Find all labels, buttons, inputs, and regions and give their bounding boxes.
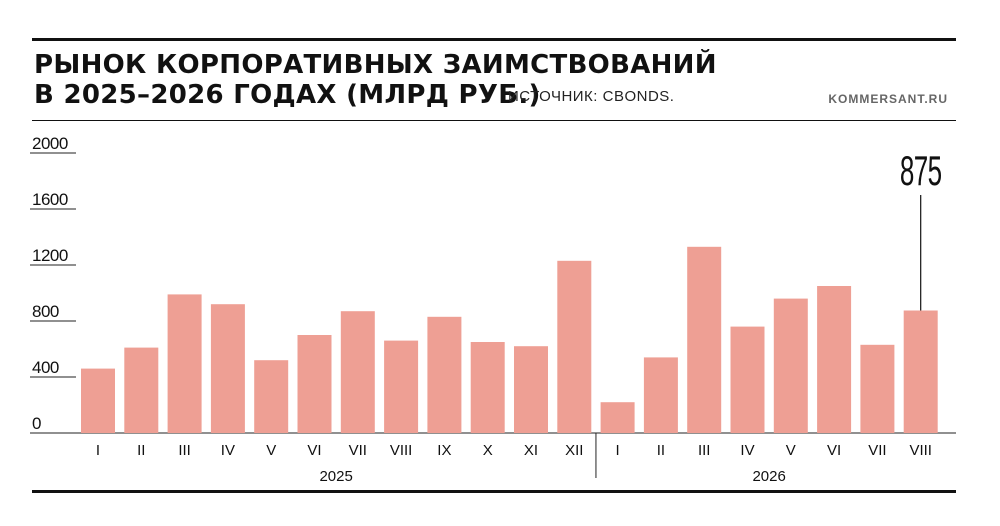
year-label: 2025 [319, 468, 352, 485]
y-tick-label: 1600 [32, 190, 68, 209]
y-tick-label: 800 [32, 302, 59, 321]
y-tick-label: 2000 [32, 134, 68, 153]
bar [514, 346, 548, 433]
y-tick-label: 0 [32, 414, 41, 433]
x-tick-label: VII [349, 442, 367, 459]
x-tick-label: XI [524, 442, 538, 459]
bar [860, 344, 895, 433]
x-tick-label: VIII [390, 442, 413, 459]
bar [600, 402, 635, 433]
bar [557, 260, 592, 433]
x-tick-label: VI [827, 442, 841, 459]
bottom-rule [32, 490, 956, 493]
bar [81, 368, 115, 433]
y-axis-labels: 0 400 800 1200 1600 2000 [32, 134, 68, 433]
y-tick-label: 400 [32, 358, 59, 377]
x-tick-label: V [786, 442, 796, 459]
bar [254, 360, 289, 433]
year-groups: 2025 2026 [319, 433, 786, 485]
source-label: ИСТОЧНИК: CBONDS. [508, 88, 675, 105]
bar [817, 286, 852, 433]
x-tick-label: IV [221, 442, 235, 459]
bar [297, 335, 332, 433]
year-label: 2026 [752, 468, 785, 485]
x-axis-labels: I II III IV V VI VII VIII IX X XI XII I II III IV V VI VII… [96, 442, 932, 459]
x-tick-label: III [178, 442, 191, 459]
top-rule [32, 38, 956, 41]
bar [773, 298, 808, 433]
bar [903, 310, 938, 433]
annotation-value-label: 875 [900, 148, 942, 195]
x-tick-label: I [616, 442, 620, 459]
x-tick-label: V [266, 442, 276, 459]
x-tick-label: IV [740, 442, 754, 459]
chart-title-line-2: В 2025–2026 ГОДАХ (МЛРД РУБ.) [34, 80, 541, 110]
x-tick-label: X [483, 442, 493, 459]
brand-label: KOMMERSANT.RU [828, 92, 948, 106]
chart-title: РЫНОК КОРПОРАТИВНЫХ ЗАИМСТВОВАНИЙ В 2025… [34, 50, 717, 110]
x-tick-label: II [657, 442, 665, 459]
bar [730, 326, 765, 433]
bar [643, 357, 678, 433]
bar [167, 294, 202, 433]
bar [340, 311, 375, 433]
bar [427, 316, 462, 433]
bar [470, 342, 505, 433]
bar-series [81, 246, 938, 433]
value-annotation: 875 [900, 148, 942, 311]
chart-title-line-1: РЫНОК КОРПОРАТИВНЫХ ЗАИМСТВОВАНИЙ [34, 50, 717, 80]
header-divider [32, 120, 956, 121]
y-tick-label: 1200 [32, 246, 68, 265]
x-tick-label: VIII [909, 442, 932, 459]
x-tick-label: VII [868, 442, 886, 459]
bar [210, 304, 245, 433]
x-tick-label: II [137, 442, 145, 459]
bar [384, 340, 419, 433]
x-tick-label: I [96, 442, 100, 459]
x-tick-label: XII [565, 442, 583, 459]
bar [124, 347, 159, 433]
bar [687, 246, 722, 433]
x-tick-label: IX [437, 442, 451, 459]
x-tick-label: VI [307, 442, 321, 459]
x-tick-label: III [698, 442, 711, 459]
